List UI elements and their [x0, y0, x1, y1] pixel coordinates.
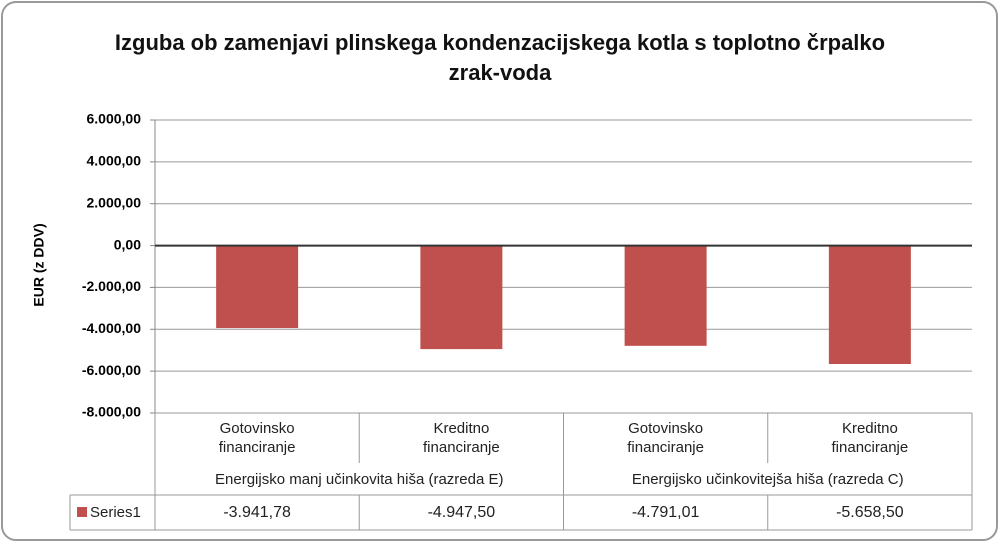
bar: [216, 245, 299, 329]
category-label: Gotovinsko financiranje: [627, 420, 704, 456]
category-label: Gotovinsko financiranje: [218, 420, 296, 456]
y-tick-label: 0,00: [114, 236, 141, 252]
data-table-value: -4.947,50: [427, 504, 496, 521]
data-table-value: -4.791,01: [631, 504, 700, 521]
y-tick-label: -2.000,00: [82, 278, 141, 294]
bar: [624, 245, 707, 346]
bar: [420, 245, 503, 350]
legend-key: [77, 507, 87, 517]
y-tick-label: 4.000,00: [87, 153, 142, 169]
y-tick-label: -6.000,00: [82, 362, 141, 378]
chart-title: Izguba ob zamenjavi plinskega kondenzaci…: [114, 30, 886, 85]
y-tick-label: 6.000,00: [87, 111, 142, 127]
y-tick-label: 2.000,00: [87, 194, 142, 210]
y-axis-title: EUR (z DDV): [31, 223, 47, 306]
y-tick-label: -4.000,00: [82, 320, 141, 336]
group-label: Energijsko manj učinkovita hiša (razreda…: [215, 470, 504, 488]
legend-label: Series1: [90, 504, 141, 521]
y-tick-label: -8.000,00: [82, 404, 141, 420]
group-label: Energijsko učinkovitejša hiša (razreda C…: [631, 470, 904, 488]
data-table-value: -3.941,78: [223, 504, 291, 521]
bar: [828, 245, 911, 364]
category-label: Kreditno financiranje: [423, 420, 500, 456]
data-table-value: -5.658,50: [836, 504, 904, 521]
category-label: Kreditno financiranje: [831, 420, 909, 456]
